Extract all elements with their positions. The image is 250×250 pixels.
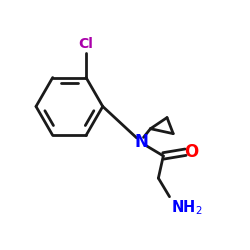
Text: O: O [184, 143, 198, 161]
Text: N: N [134, 133, 148, 151]
Text: Cl: Cl [78, 37, 94, 51]
Text: NH$_2$: NH$_2$ [172, 199, 203, 217]
